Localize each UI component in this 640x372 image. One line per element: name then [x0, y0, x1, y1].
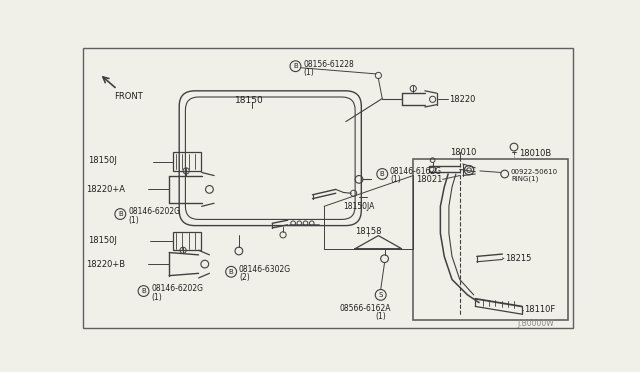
Text: S: S — [378, 292, 383, 298]
Text: 18220: 18220 — [449, 95, 476, 104]
Text: 08146-6302G: 08146-6302G — [239, 265, 291, 274]
Text: 18150JA: 18150JA — [344, 202, 375, 211]
Text: B: B — [228, 269, 234, 275]
Text: 18150J: 18150J — [88, 155, 116, 165]
Text: 08146-6202G: 08146-6202G — [151, 284, 204, 293]
Text: (1): (1) — [303, 68, 314, 77]
Text: 18220+B: 18220+B — [86, 260, 125, 269]
Text: 08156-61228: 08156-61228 — [303, 60, 354, 69]
Text: RING(1): RING(1) — [511, 175, 538, 182]
Text: 18010B: 18010B — [518, 150, 551, 158]
Text: (1): (1) — [128, 216, 139, 225]
Text: B: B — [118, 211, 123, 217]
Text: 00922-50610: 00922-50610 — [511, 169, 558, 175]
Text: 18215: 18215 — [505, 254, 531, 263]
Text: B: B — [141, 288, 146, 294]
Bar — [173, 153, 201, 171]
Text: 18158: 18158 — [355, 227, 381, 236]
Text: 18021: 18021 — [417, 175, 443, 184]
Text: 18220+A: 18220+A — [86, 185, 125, 194]
Bar — [173, 232, 201, 250]
Text: (1): (1) — [375, 312, 386, 321]
Bar — [413, 158, 568, 320]
Text: 08146-6202G: 08146-6202G — [128, 207, 180, 216]
Text: FRONT: FRONT — [114, 92, 143, 102]
Text: (1): (1) — [151, 293, 162, 302]
Text: 08566-6162A: 08566-6162A — [339, 304, 391, 313]
Text: 08146-6162G: 08146-6162G — [390, 167, 442, 176]
Text: J.B0000W: J.B0000W — [518, 319, 555, 328]
Text: (1): (1) — [390, 175, 401, 184]
Text: 18150J: 18150J — [88, 237, 116, 246]
Text: B: B — [293, 63, 298, 69]
Text: (2): (2) — [239, 273, 250, 282]
Text: B: B — [380, 171, 385, 177]
Text: 18110F: 18110F — [524, 305, 556, 314]
Text: 18010: 18010 — [451, 148, 477, 157]
Text: 18150: 18150 — [235, 96, 264, 105]
